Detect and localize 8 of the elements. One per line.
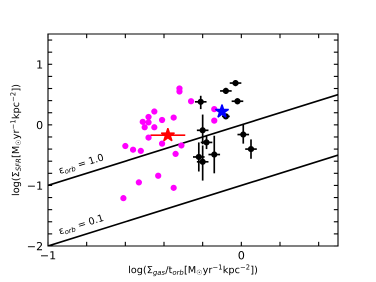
text: ε$_{orb}$ = 0.1	[58, 214, 104, 236]
y-tick-label: 1	[37, 60, 42, 69]
text: ε$_{orb}$ = 1.0	[58, 153, 104, 176]
y-tick-label: −1	[28, 182, 42, 190]
text: log(Σ$_{SFR}$[M$_{☉}$yr$^{−1}$kpc$^{−2}$])	[10, 84, 22, 196]
y-tick-label: 0	[36, 120, 42, 130]
text: log(Σ$_{gas}$/t$_{orb}$[M$_{☉}$yr$^{−1}$kpc$^{−2}$])	[129, 264, 258, 276]
y-tick-label: −2	[28, 242, 42, 250]
